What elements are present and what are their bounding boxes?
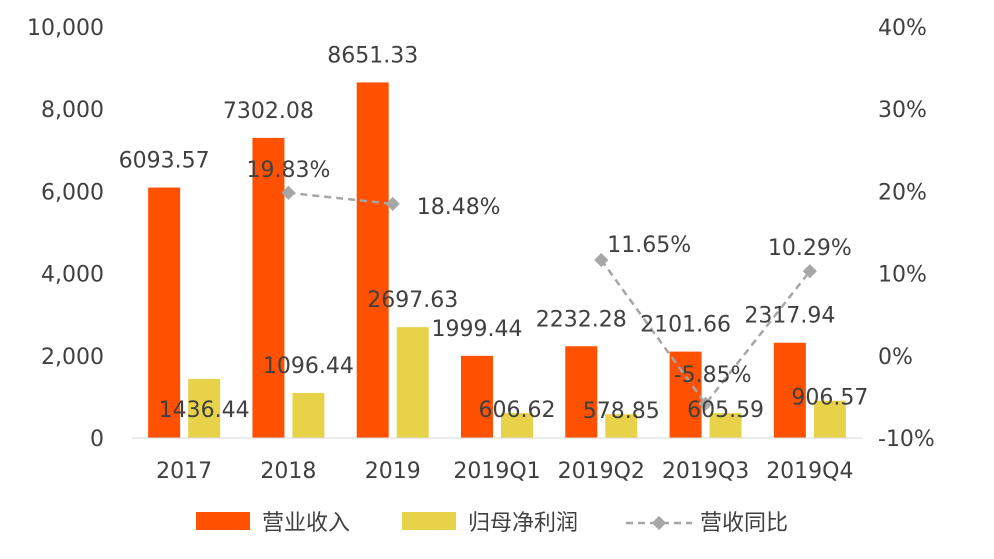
revenue-value-label: 8651.33 <box>327 43 418 68</box>
net-profit-value-label: 578.85 <box>583 399 660 424</box>
net-profit-bar <box>188 378 221 438</box>
net-profit-value-label: 1436.44 <box>159 398 250 423</box>
right-tick-label: 0% <box>878 345 913 370</box>
yoy-value-label: 19.83% <box>246 158 330 183</box>
yoy-marker <box>385 196 400 211</box>
right-axis-ticks: -10% 0% 10% 20% 30% 40% <box>878 16 935 452</box>
left-tick-label: 2,000 <box>41 345 104 370</box>
revenue-bar <box>669 351 702 438</box>
right-tick-label: 30% <box>878 98 927 123</box>
category-label: 2019Q2 <box>558 459 645 484</box>
net-profit-value-label: 606.62 <box>479 398 556 423</box>
left-tick-label: 0 <box>90 427 104 452</box>
net-profit-value-label: 605.59 <box>687 398 764 423</box>
revenue-value-label: 2317.94 <box>744 304 835 329</box>
right-tick-label: 40% <box>878 16 927 41</box>
yoy-value-label: 11.65% <box>607 233 691 258</box>
yoy-line-segment <box>600 259 811 406</box>
legend-swatch-yoy-marker <box>651 515 667 531</box>
left-axis-ticks: 0 2,000 4,000 6,000 8,000 10,000 <box>27 16 104 452</box>
left-tick-label: 8,000 <box>41 98 104 123</box>
category-label: 2019Q4 <box>766 459 853 484</box>
yoy-value-label: -5.85% <box>674 363 752 388</box>
revenue-value-label: 1999.44 <box>432 317 523 342</box>
yoy-marker <box>594 252 609 268</box>
revenue-value-label: 2232.28 <box>536 307 627 332</box>
net-profit-value-label: 906.57 <box>791 386 868 411</box>
yoy-value-label: 10.29% <box>768 236 852 261</box>
right-tick-label: 10% <box>878 263 927 288</box>
net-profit-value-label: 2697.63 <box>367 288 458 313</box>
legend-swatch-revenue <box>196 512 250 530</box>
revenue-bar <box>461 355 493 438</box>
revenue-bar <box>773 342 806 438</box>
net-profit-bar <box>501 413 533 438</box>
category-label: 2017 <box>156 459 212 484</box>
left-tick-label: 4,000 <box>41 263 104 288</box>
revenue-value-label: 6093.57 <box>119 149 210 174</box>
revenue-value-label: 2101.66 <box>640 313 731 338</box>
legend-label-yoy: 营收同比 <box>700 511 788 536</box>
legend-swatch-net-profit <box>402 512 456 530</box>
revenue-bar <box>565 346 598 438</box>
left-tick-label: 10,000 <box>27 16 104 41</box>
right-tick-label: 20% <box>878 180 927 205</box>
x-axis-ticks: 2017 2018 2019 2019Q1 2019Q2 2019Q3 2019Q4 <box>156 459 853 484</box>
yoy-line-segment <box>288 191 393 206</box>
net-profit-bar <box>605 414 638 438</box>
category-label: 2018 <box>260 459 316 484</box>
revenue-bar <box>148 187 181 438</box>
net-profit-bar <box>292 392 325 438</box>
right-tick-label: -10% <box>878 427 935 452</box>
legend-label-revenue: 营业收入 <box>262 511 350 536</box>
legend: 营业收入 归母净利润 营收同比 <box>196 511 788 536</box>
yoy-marker <box>698 396 713 411</box>
category-label: 2019Q1 <box>453 459 540 484</box>
revenue-bar <box>356 82 389 439</box>
left-tick-label: 6,000 <box>41 180 104 205</box>
yoy-marker <box>281 185 296 200</box>
yoy-marker <box>802 264 817 279</box>
legend-label-net-profit: 归母净利润 <box>468 511 578 536</box>
net-profit-bar <box>396 327 429 438</box>
yoy-value-label: 18.48% <box>417 195 501 220</box>
bars-layer <box>148 82 846 439</box>
line-layer <box>281 185 817 411</box>
data-labels-layer: 6093.57 7302.08 8651.33 1999.44 2232.28 2101.… <box>119 43 869 424</box>
net-profit-bar <box>709 413 742 438</box>
category-label: 2019Q3 <box>662 459 749 484</box>
revenue-bar <box>252 137 285 438</box>
net-profit-bar <box>813 400 846 438</box>
revenue-value-label: 7302.08 <box>223 99 314 124</box>
category-label: 2019 <box>365 459 421 484</box>
net-profit-value-label: 1096.44 <box>263 354 354 379</box>
